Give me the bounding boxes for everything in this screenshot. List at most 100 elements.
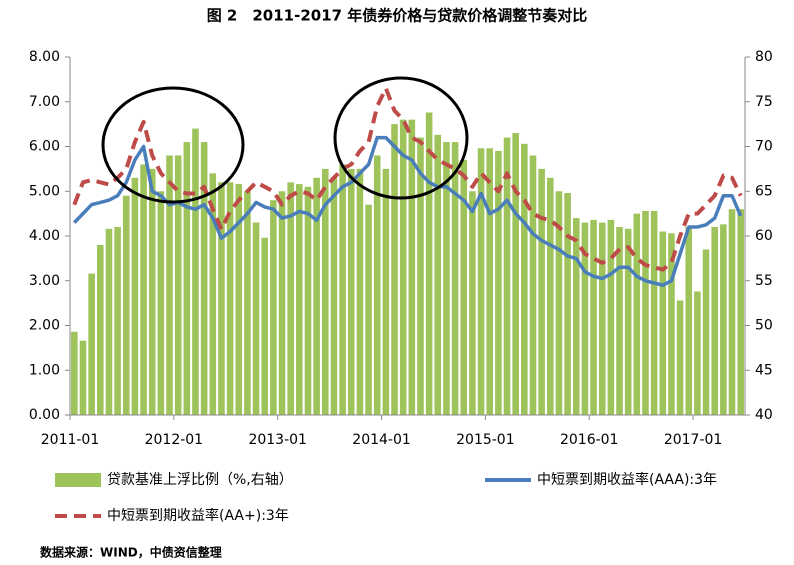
bar (278, 191, 286, 415)
bar (200, 142, 208, 415)
line-series (73, 135, 743, 287)
bar (728, 209, 736, 415)
bar (140, 164, 147, 415)
bar (330, 177, 338, 415)
bar (408, 119, 416, 416)
y-tick-label: 7.00 (29, 94, 60, 110)
bar (88, 273, 95, 415)
y2-tick-label: 60 (755, 228, 773, 244)
line-series (72, 86, 743, 272)
y-tick-label: 8.00 (29, 49, 60, 65)
x-tick-label: 2013-01 (248, 432, 307, 448)
bar (477, 148, 485, 416)
bar (261, 237, 268, 415)
bar (399, 119, 407, 416)
y2-tick-label: 75 (755, 94, 773, 110)
highlight-ellipse (101, 86, 245, 204)
bar (347, 168, 355, 415)
bar (235, 184, 243, 415)
bar (183, 142, 191, 415)
bar (322, 168, 329, 415)
y-tick-label: 6.00 (29, 139, 60, 155)
bar (244, 191, 251, 415)
legend-label: 贷款基准上浮比例（%,右轴） (107, 471, 293, 488)
x-tick-label: 2017-01 (664, 432, 723, 448)
bar (79, 340, 87, 415)
bar (624, 228, 632, 415)
x-tick-label: 2014-01 (352, 432, 411, 448)
bar (685, 227, 693, 415)
bar (313, 177, 320, 415)
bar (356, 168, 364, 415)
bar (443, 142, 450, 415)
bar (174, 155, 182, 415)
bar (598, 222, 606, 415)
bar (590, 219, 597, 415)
legend-label: 中短票到期收益率(AA+):3年 (107, 507, 289, 524)
bar (148, 168, 156, 415)
bar (122, 195, 130, 415)
bar (460, 159, 468, 415)
plot-area: 0.00 1.00 2.00 3.00 4.00 5.00 6.00 7.00 8.00 40 45… (29, 49, 773, 448)
bar (451, 142, 459, 415)
bar (512, 133, 519, 415)
highlight-ellipse (333, 76, 469, 200)
y2-tick-label: 70 (755, 139, 773, 155)
legend-swatch (55, 473, 101, 487)
bar (503, 137, 511, 416)
bar (192, 128, 199, 415)
bar (702, 249, 710, 415)
y2-tick-label: 50 (755, 318, 773, 334)
bar (581, 222, 589, 415)
x-tick-label: 2016-01 (560, 432, 619, 448)
bar (547, 177, 554, 415)
y-tick-label: 4.00 (29, 228, 60, 244)
bar (694, 291, 701, 415)
bar (607, 219, 615, 415)
bar (529, 155, 537, 415)
bar (97, 244, 104, 415)
bar (71, 331, 78, 415)
bar (209, 173, 217, 415)
bar (434, 134, 442, 416)
bar (538, 168, 545, 415)
y2-tick-label: 45 (755, 362, 773, 378)
bar (633, 213, 641, 415)
bar (417, 137, 424, 416)
bar (486, 148, 493, 416)
bar (218, 182, 225, 415)
y2-tick-label: 65 (755, 183, 773, 199)
bar (226, 182, 234, 415)
bar (114, 227, 121, 415)
chart-title: 图 2 2011-2017 年债券价格与贷款价格调整节奏对比 (207, 7, 588, 25)
y-tick-label: 0.00 (29, 407, 60, 423)
bar (166, 155, 173, 415)
y2-tick-label: 80 (755, 49, 773, 65)
legend-label: 中短票到期收益率(AAA):3年 (537, 471, 717, 488)
y2-tick-label: 40 (755, 407, 773, 423)
x-tick-label: 2012-01 (145, 432, 204, 448)
bar (287, 182, 294, 415)
bar (296, 184, 303, 415)
bar (157, 191, 165, 415)
bar (365, 204, 372, 415)
bar (270, 200, 277, 415)
bar (495, 150, 502, 415)
y-tick-label: 5.00 (29, 183, 60, 199)
bar (373, 155, 381, 415)
bar (339, 164, 346, 415)
bar (304, 186, 312, 415)
bar (382, 168, 390, 415)
bar (425, 112, 433, 416)
x-tick-label: 2015-01 (456, 432, 515, 448)
y-tick-label: 1.00 (29, 362, 60, 378)
y-tick-label: 2.00 (29, 318, 60, 334)
bar (564, 193, 571, 415)
bar (668, 233, 675, 415)
x-tick-label: 2011-01 (41, 432, 100, 448)
bar (711, 227, 718, 415)
bar (737, 209, 744, 415)
bar (616, 227, 623, 415)
bar (521, 143, 528, 415)
